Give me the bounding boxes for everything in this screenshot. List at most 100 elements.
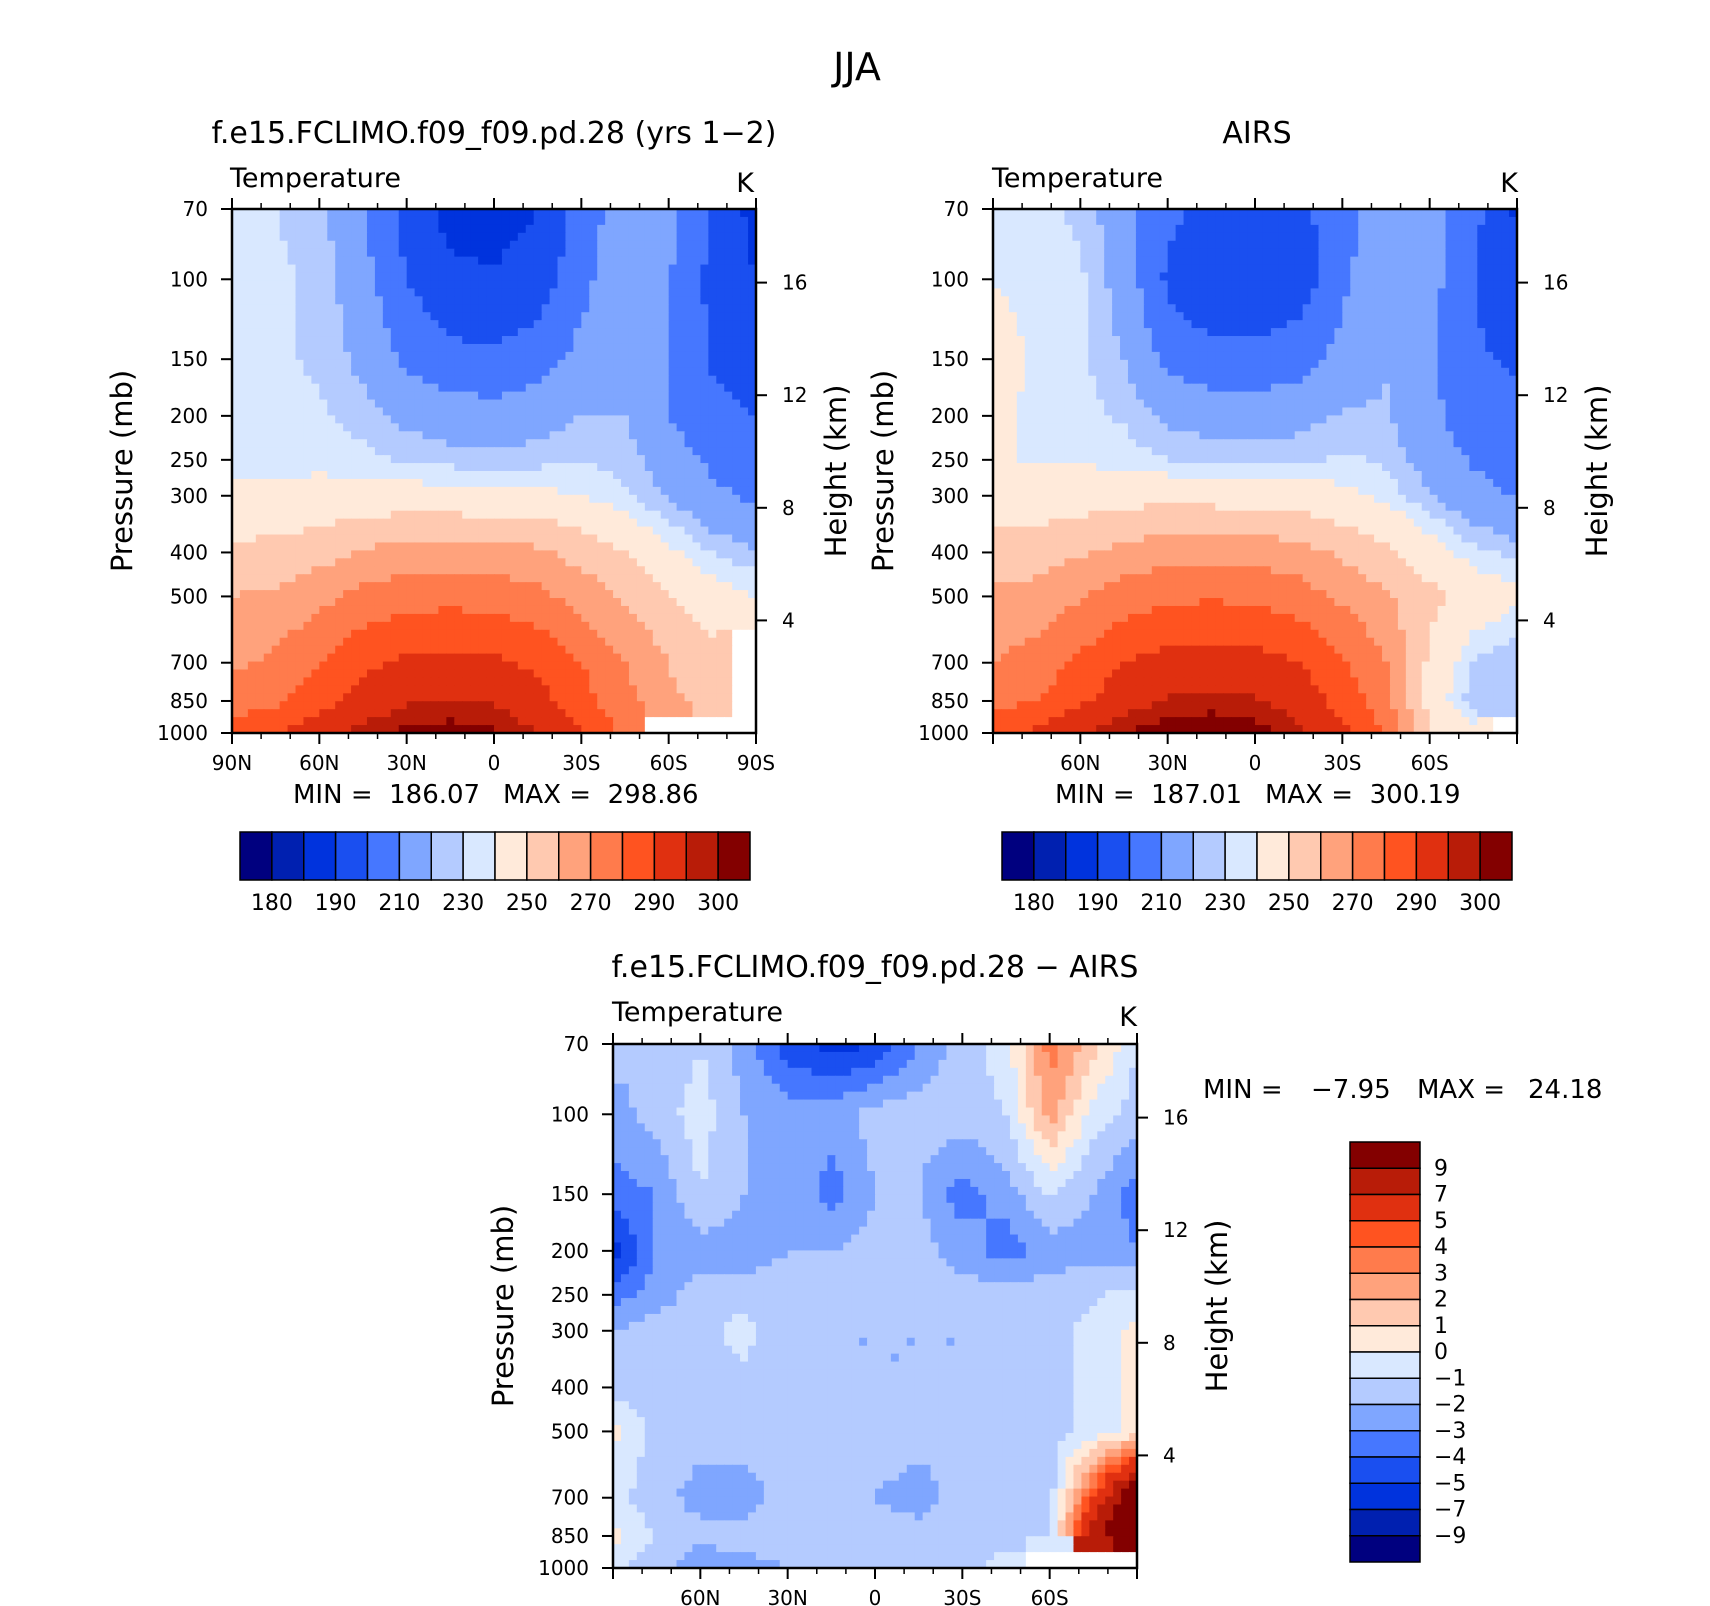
contour-cell (652, 431, 662, 440)
contour-cell (1342, 232, 1351, 242)
contour-cell (446, 510, 455, 520)
contour-cell (628, 351, 638, 361)
contour-cell (1096, 248, 1105, 258)
contour-cell (414, 701, 424, 710)
contour-cell (589, 328, 598, 337)
contour-cell (311, 312, 320, 321)
contour-cell (708, 439, 717, 448)
contour-cell (462, 240, 471, 250)
contour-cell (232, 685, 241, 694)
contour-cell (232, 447, 241, 456)
contour-cell (382, 256, 392, 266)
contour-cell (327, 264, 336, 274)
contour-cell (359, 209, 368, 218)
contour-cell (454, 629, 463, 639)
contour-cell (740, 542, 749, 551)
contour-cell (636, 621, 646, 631)
contour-cell (343, 478, 352, 488)
contour-cell (414, 351, 424, 361)
contour-cell (239, 367, 249, 377)
contour-cell (438, 645, 447, 655)
contour-cell (486, 550, 495, 559)
contour-cell (494, 423, 503, 432)
contour-cell (470, 399, 479, 409)
contour-cell (724, 677, 733, 686)
contour-cell (636, 637, 646, 647)
contour-cell (255, 423, 265, 432)
contour-cell (263, 621, 273, 631)
contour-cell (621, 613, 630, 623)
contour-cell (517, 510, 527, 520)
contour-cell (239, 566, 249, 575)
contour-cell (319, 447, 328, 456)
contour-cell (239, 486, 249, 496)
contour-cell (533, 264, 543, 274)
contour-cell (430, 542, 440, 551)
contour-cell (613, 669, 622, 679)
contour-cell (303, 264, 312, 274)
contour-cell (470, 486, 479, 496)
contour-cell (573, 367, 582, 377)
contour-cell (668, 717, 678, 726)
contour-cell (470, 343, 479, 353)
contour-cell (541, 415, 551, 424)
contour-cell (335, 447, 344, 456)
contour-cell (351, 351, 360, 361)
contour-cell (708, 590, 717, 599)
contour-cell (692, 605, 702, 615)
contour-cell (247, 502, 257, 512)
contour-cell (605, 288, 614, 297)
contour-cell (517, 653, 527, 663)
contour-cell (557, 224, 567, 234)
contour-cell (501, 494, 511, 504)
contour-cell (422, 621, 432, 631)
contour-cell (501, 542, 511, 551)
contour-cell (660, 478, 670, 488)
contour-cell (232, 256, 241, 266)
contour-cell (287, 661, 297, 671)
contour-cell (676, 566, 686, 575)
contour-cell (335, 574, 344, 583)
contour-cell (660, 598, 670, 607)
contour-cell (295, 455, 305, 464)
contour-cell (271, 494, 281, 504)
contour-cell (724, 653, 733, 663)
contour-cell (1008, 248, 1018, 258)
contour-cell (1239, 264, 1248, 274)
contour-cell (581, 685, 590, 694)
contour-cell (422, 478, 432, 488)
contour-cell (382, 637, 392, 647)
contour-cell (676, 256, 686, 266)
contour-cell (486, 661, 495, 671)
contour-cell (597, 677, 606, 686)
contour-cell (748, 653, 757, 663)
contour-cell (549, 399, 559, 409)
contour-cell (486, 383, 495, 393)
contour-cell (295, 471, 305, 480)
contour-cell (557, 574, 567, 583)
panel-model-units-label: K (736, 168, 755, 199)
contour-cell (732, 693, 741, 702)
contour-cell (573, 224, 582, 234)
contour-cell (1413, 240, 1423, 250)
contour-cell (676, 383, 686, 393)
contour-cell (406, 558, 416, 567)
contour-cell (271, 216, 281, 226)
contour-cell (382, 423, 392, 432)
contour-cell (573, 502, 582, 512)
contour-cell (398, 280, 408, 289)
panel-model-y2-axis-label: Height (km) (819, 385, 853, 558)
contour-cell (486, 407, 495, 417)
contour-cell (541, 574, 551, 583)
contour-cell (549, 518, 559, 528)
contour-cell (644, 478, 654, 488)
contour-cell (732, 423, 741, 432)
contour-cell (486, 240, 495, 250)
contour-cell (382, 653, 392, 663)
contour-cell (652, 613, 662, 623)
contour-cell (740, 455, 749, 464)
contour-cell (628, 367, 638, 377)
contour-cell (247, 621, 257, 631)
contour-cell (398, 629, 408, 639)
contour-cell (1413, 232, 1423, 242)
